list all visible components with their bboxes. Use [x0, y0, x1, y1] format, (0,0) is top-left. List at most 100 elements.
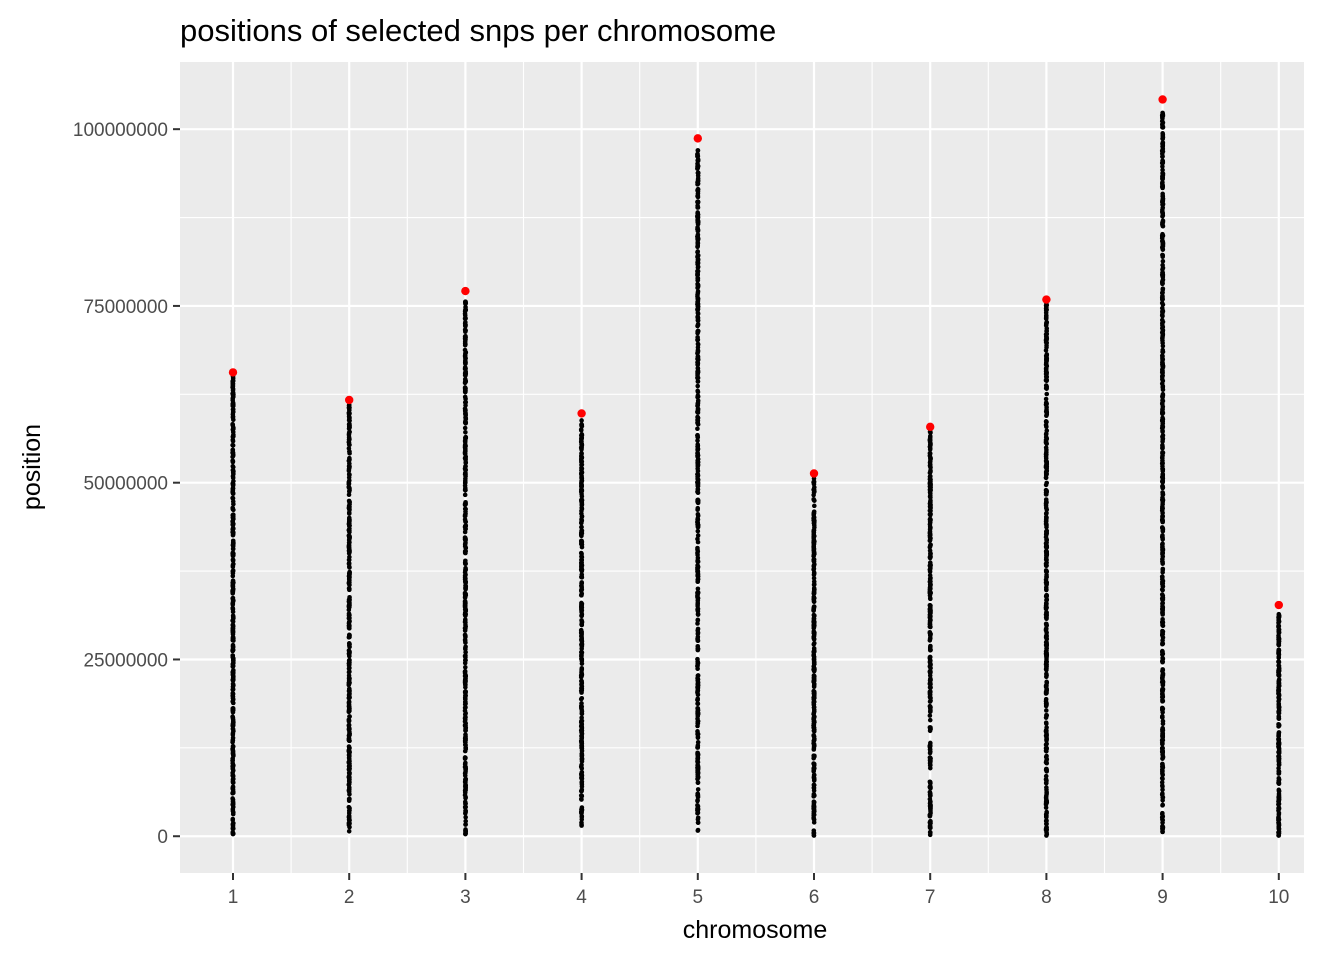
snp-point [578, 445, 584, 451]
snp-point [1044, 507, 1050, 512]
snp-point [230, 816, 236, 822]
snp-point [579, 611, 585, 617]
snp-point [578, 793, 584, 798]
snp-point [462, 406, 468, 411]
snp-point [695, 820, 701, 825]
snp-point [811, 642, 817, 647]
snp-point [1043, 818, 1049, 824]
snp-point [1159, 321, 1165, 326]
snp-point [578, 705, 584, 711]
snp-point [463, 434, 469, 440]
snp-point [1160, 164, 1165, 169]
snp-point [347, 792, 352, 797]
snp-point [695, 398, 701, 404]
snp-point [579, 810, 584, 816]
snp-point [927, 555, 933, 561]
snp-point [927, 519, 933, 525]
chart-title: positions of selected snps per chromosom… [180, 13, 776, 48]
y-tick-label: 75000000 [83, 297, 168, 318]
snp-point [927, 512, 933, 518]
snp-point [695, 594, 700, 600]
snp-point [346, 540, 352, 545]
snp-point [695, 617, 701, 623]
snp-point [462, 653, 468, 659]
snp-point [463, 814, 468, 820]
snp-point [1160, 667, 1166, 673]
snp-point [230, 475, 236, 481]
snp-point [695, 249, 701, 254]
snp-point [1276, 745, 1282, 750]
snp-point [230, 546, 236, 552]
snp-point [1044, 597, 1049, 603]
snp-point [1044, 374, 1050, 380]
selected-snp-point [577, 409, 586, 418]
snp-point [1160, 239, 1165, 245]
snp-point [347, 714, 352, 719]
snp-point [1160, 363, 1166, 369]
snp-point [1276, 655, 1282, 661]
y-tick-label: 50000000 [83, 474, 168, 495]
snp-point [695, 827, 701, 833]
snp-point [579, 491, 584, 497]
snp-point [811, 575, 817, 581]
snp-point [230, 396, 236, 401]
snp-point [579, 753, 585, 759]
snp-point [811, 490, 817, 495]
snp-point [1160, 730, 1166, 736]
snp-point [1276, 617, 1281, 623]
snp-point [579, 502, 585, 508]
snp-point [462, 517, 468, 522]
snp-point [231, 426, 236, 432]
snp-point [1160, 648, 1165, 654]
snp-point [463, 545, 469, 551]
snp-point [927, 533, 933, 539]
snp-point [1044, 809, 1049, 815]
snp-point [1043, 603, 1049, 608]
snp-point [1043, 366, 1049, 371]
x-tick-label: 6 [809, 887, 820, 908]
snp-point [1159, 325, 1165, 331]
snp-point [230, 709, 236, 715]
snp-point [811, 541, 817, 547]
snp-point [695, 447, 700, 453]
snp-point [811, 631, 817, 637]
snp-point [927, 444, 933, 450]
snp-point [1044, 713, 1050, 718]
snp-point [1160, 252, 1165, 258]
snp-point [230, 766, 236, 772]
snp-point [811, 756, 816, 761]
y-tick-label: 100000000 [73, 120, 168, 141]
snp-point [695, 520, 700, 525]
snp-point [811, 529, 817, 535]
snp-point [1044, 791, 1049, 797]
snp-point [928, 665, 933, 671]
snp-point [462, 371, 468, 376]
snp-point [695, 815, 701, 821]
y-axis-title: position [18, 424, 46, 510]
snp-point [463, 600, 468, 605]
snp-point [1160, 640, 1165, 646]
snp-point [463, 420, 469, 426]
x-tick-label: 1 [228, 887, 239, 908]
snp-point [462, 779, 468, 785]
snp-point [1160, 479, 1165, 484]
snp-point [1044, 679, 1049, 685]
snp-point [1160, 554, 1166, 559]
snp-point [230, 618, 235, 623]
snp-point [463, 755, 468, 761]
snp-point [695, 572, 701, 577]
snp-point [230, 748, 236, 754]
snp-point [1043, 639, 1049, 645]
snp-point [347, 771, 352, 777]
snp-point [347, 706, 352, 712]
snp-point [462, 487, 468, 493]
snp-point [695, 536, 700, 542]
snp-point [1160, 460, 1165, 465]
snp-point [463, 304, 468, 310]
snp-point [230, 578, 236, 583]
snp-point [1276, 668, 1282, 674]
snp-point [928, 609, 933, 615]
snp-point [1160, 135, 1166, 140]
snp-point [230, 392, 236, 398]
snp-point [1160, 566, 1166, 572]
